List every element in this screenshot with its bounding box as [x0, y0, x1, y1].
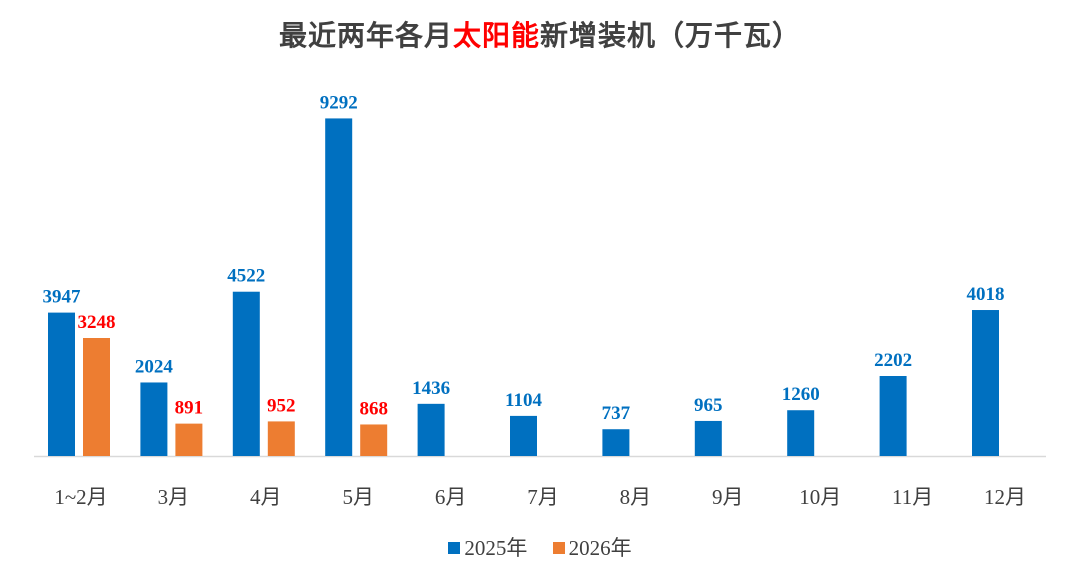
legend-label-2025: 2025年	[464, 536, 528, 560]
bar-2025-3	[325, 118, 353, 457]
x-tick-label-3: 5月	[342, 485, 374, 509]
data-label-2025-0: 3947	[43, 287, 82, 308]
bar-2026-1	[175, 423, 203, 456]
data-label-2025-10: 4018	[967, 284, 1005, 305]
data-label-2025-9: 2202	[874, 350, 912, 371]
bar-2025-8	[787, 410, 815, 456]
legend-swatch-2025	[448, 542, 461, 554]
data-label-2026-1: 891	[175, 398, 204, 419]
data-label-2025-8: 1260	[782, 384, 820, 405]
bar-2026-0	[83, 338, 110, 456]
x-tick-label-6: 8月	[620, 485, 652, 509]
legend-label-2026: 2026年	[568, 536, 632, 560]
title-part1: 最近两年各月	[278, 19, 453, 52]
x-tick-label-0: 1~2月	[54, 485, 107, 509]
bar-2025-6	[602, 429, 630, 456]
legend-item-2026: 2026年	[552, 532, 632, 562]
legend-swatch-2026	[552, 542, 565, 554]
legend-item-2025: 2025年	[448, 532, 527, 562]
data-label-2026-2: 952	[267, 395, 296, 416]
x-tick-label-10: 12月	[984, 485, 1026, 509]
data-label-2025-2: 4522	[227, 266, 265, 287]
data-label-2026-3: 868	[359, 398, 388, 419]
bar-2025-7	[694, 420, 722, 456]
x-tick-label-5: 7月	[527, 485, 559, 509]
data-label-2025-5: 1104	[505, 390, 542, 411]
x-tick-label-4: 6月	[435, 485, 467, 509]
data-label-2025-7: 965	[694, 395, 723, 416]
data-label-2026-0: 3248	[78, 312, 116, 333]
data-label-2025-4: 1436	[412, 378, 450, 399]
x-tick-label-7: 9月	[712, 485, 744, 509]
bar-2025-10	[972, 310, 999, 456]
bar-2025-9	[879, 376, 907, 456]
data-label-2025-6: 737	[602, 403, 631, 424]
title-part2: 新增装机（万千瓦）	[540, 19, 802, 52]
chart-title: 最近两年各月太阳能新增装机（万千瓦）	[0, 14, 1080, 54]
bar-2025-1	[140, 382, 168, 456]
bar-2025-4	[417, 403, 445, 456]
data-label-2025-3: 9292	[320, 92, 358, 113]
x-tick-label-8: 10月	[799, 485, 841, 509]
data-label-2025-1: 2024	[135, 356, 174, 377]
bar-2026-3	[360, 424, 388, 456]
legend: 2025年 2026年	[0, 532, 1080, 562]
bar-2026-2	[267, 421, 295, 456]
x-tick-label-2: 4月	[250, 485, 282, 509]
x-tick-label-9: 11月	[892, 485, 933, 509]
bar-2025-2	[232, 291, 260, 456]
title-highlight: 太阳能	[452, 19, 540, 52]
bar-2025-0	[48, 312, 75, 456]
x-tick-label-1: 3月	[158, 485, 190, 509]
bar-2025-5	[510, 415, 537, 456]
